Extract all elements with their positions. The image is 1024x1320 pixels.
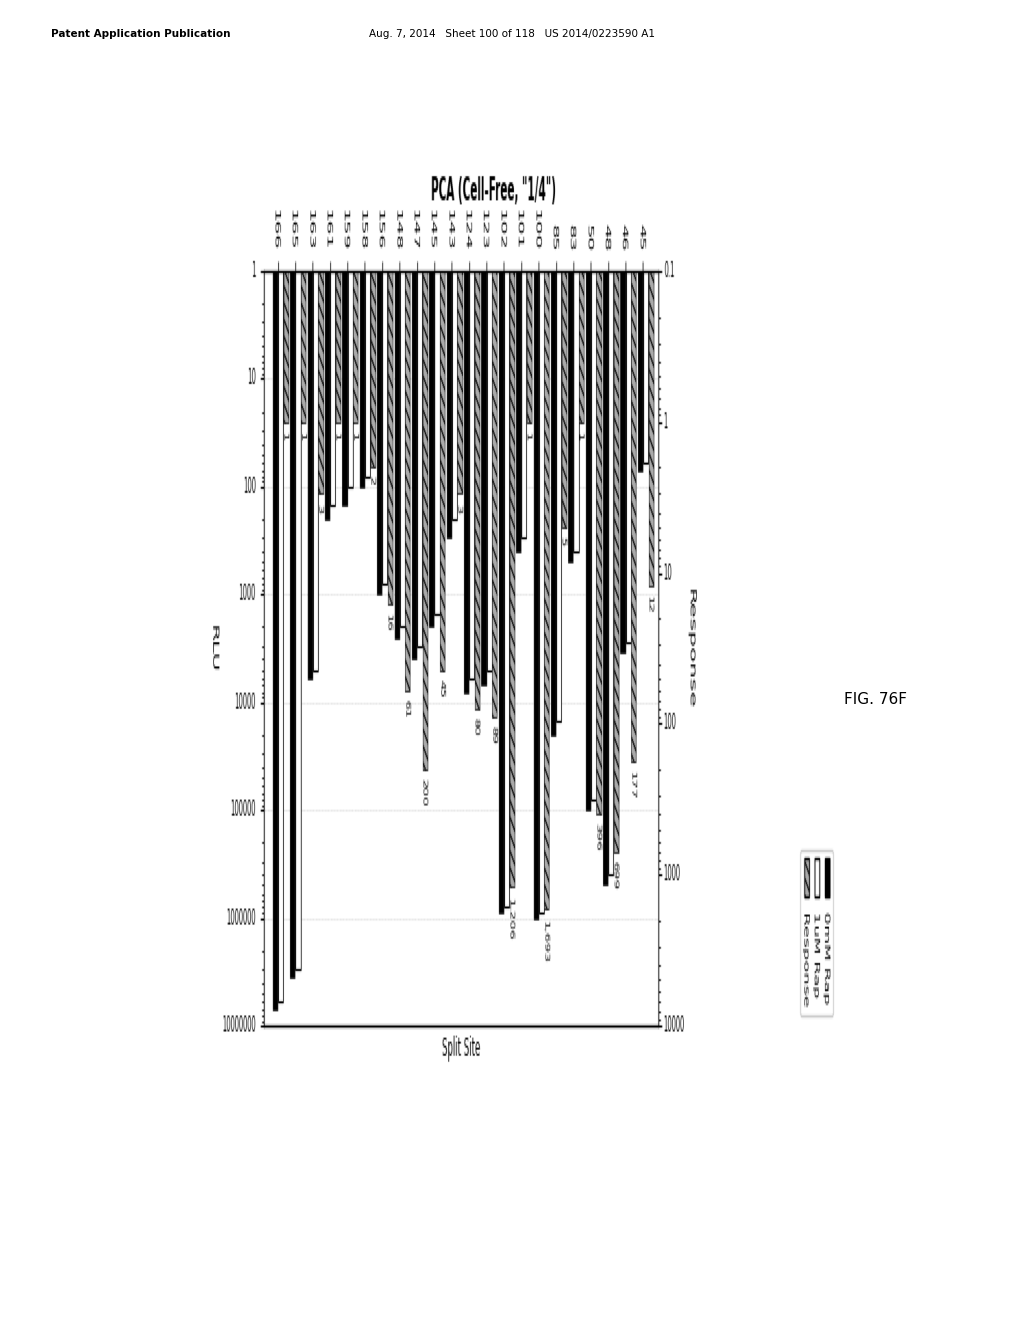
Text: Aug. 7, 2014   Sheet 100 of 118   US 2014/0223590 A1: Aug. 7, 2014 Sheet 100 of 118 US 2014/02… (369, 29, 654, 40)
Text: Patent Application Publication: Patent Application Publication (51, 29, 230, 40)
Text: FIG. 76F: FIG. 76F (844, 692, 907, 708)
